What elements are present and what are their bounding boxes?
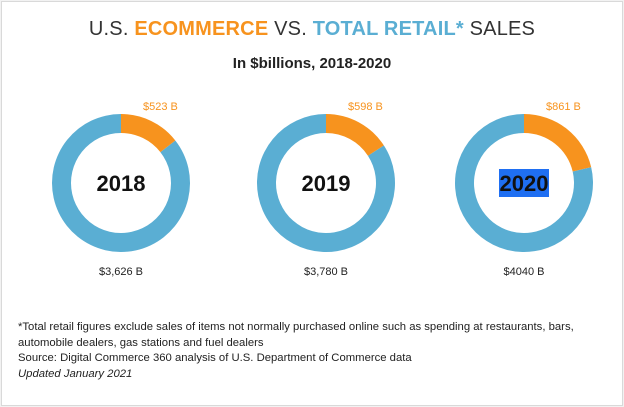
donut-2020-ecommerce-slice [524, 114, 592, 172]
title-suffix: SALES [463, 18, 536, 40]
updated-note: Updated January 2021 [18, 367, 133, 380]
title-prefix: U.S. [88, 18, 135, 40]
donut-2019-year-label: 2019 [302, 171, 351, 196]
footnote: *Total retail figures exclude sales of i… [18, 321, 574, 349]
chart-title: U.S. ECOMMERCE VS. TOTAL RETAIL* SALES [0, 18, 624, 41]
donut-2020-ecommerce-label: $861 B [546, 101, 581, 113]
donut-2019-ecommerce-slice [326, 114, 384, 156]
donut-2018-ecommerce-slice [121, 114, 176, 153]
donut-2019-ecommerce-label: $598 B [348, 101, 383, 113]
donut-2020-year-label: 2020 [500, 171, 549, 196]
title-total-retail: TOTAL RETAIL* [312, 18, 464, 40]
donut-2020-highlight [499, 169, 549, 197]
chart-notes: *Total retail figures exclude sales of i… [18, 320, 608, 382]
donut-2019-total-label: $3,780 B [304, 266, 348, 278]
chart-subtitle: In $billions, 2018-2020 [232, 55, 392, 72]
source-note: Source: Digital Commerce 360 analysis of… [18, 352, 412, 364]
title-middle: VS. [268, 18, 313, 40]
title-ecommerce: ECOMMERCE [134, 18, 269, 40]
donut-2018-total-label: $3,626 B [99, 266, 143, 278]
donut-2018-ecommerce-label: $523 B [143, 101, 178, 113]
donut-2020-total-label: $4040 B [504, 266, 545, 278]
donut-2018-year-label: 2018 [97, 171, 146, 196]
